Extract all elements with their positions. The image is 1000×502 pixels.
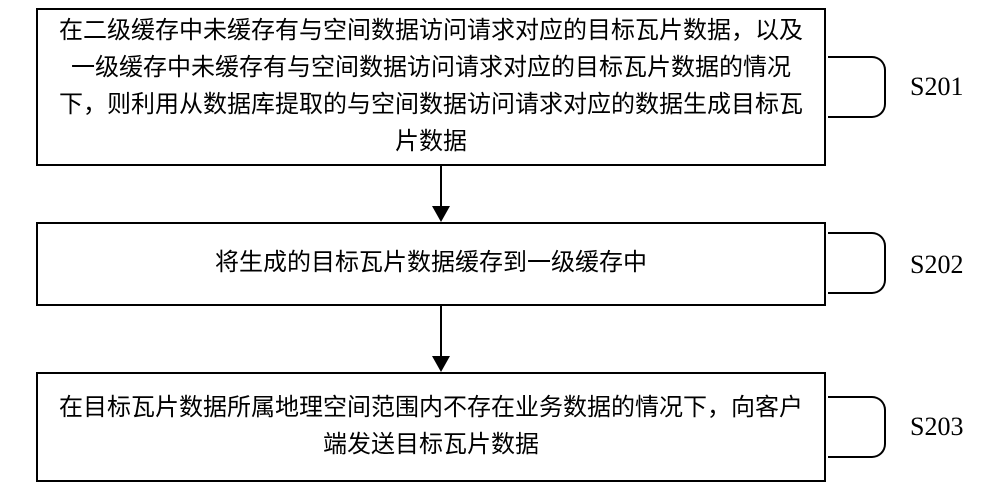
flow-node-s203: 在目标瓦片数据所属地理空间范围内不存在业务数据的情况下，向客户端发送目标瓦片数据	[36, 372, 826, 482]
flow-node-s202: 将生成的目标瓦片数据缓存到一级缓存中	[36, 222, 826, 306]
brace-s201	[828, 56, 886, 118]
flow-arrow-2	[431, 306, 451, 372]
flow-node-text: 在目标瓦片数据所属地理空间范围内不存在业务数据的情况下，向客户端发送目标瓦片数据	[52, 390, 810, 464]
label-text: S203	[910, 412, 963, 441]
flow-node-text: 在二级缓存中未缓存有与空间数据访问请求对应的目标瓦片数据，以及一级缓存中未缓存有…	[52, 13, 810, 162]
flow-arrow-1	[431, 166, 451, 222]
flow-node-label-s202: S202	[910, 250, 963, 280]
flow-node-label-s203: S203	[910, 412, 963, 442]
label-text: S202	[910, 250, 963, 279]
flowchart-canvas: 在二级缓存中未缓存有与空间数据访问请求对应的目标瓦片数据，以及一级缓存中未缓存有…	[0, 0, 1000, 502]
brace-s203	[828, 396, 886, 458]
brace-s202	[828, 232, 886, 294]
label-text: S201	[910, 72, 963, 101]
flow-node-s201: 在二级缓存中未缓存有与空间数据访问请求对应的目标瓦片数据，以及一级缓存中未缓存有…	[36, 8, 826, 166]
flow-node-label-s201: S201	[910, 72, 963, 102]
flow-node-text: 将生成的目标瓦片数据缓存到一级缓存中	[215, 245, 647, 282]
